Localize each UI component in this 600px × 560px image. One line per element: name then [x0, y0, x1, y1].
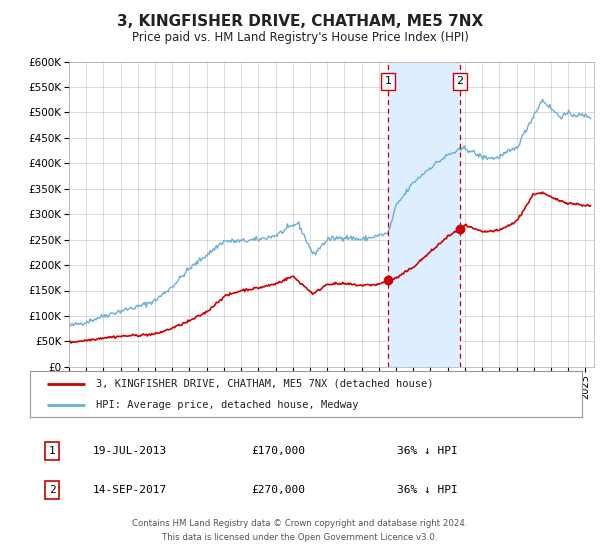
Text: This data is licensed under the Open Government Licence v3.0.: This data is licensed under the Open Gov… [163, 533, 437, 542]
Text: 2: 2 [457, 76, 463, 86]
Text: Contains HM Land Registry data © Crown copyright and database right 2024.: Contains HM Land Registry data © Crown c… [132, 519, 468, 528]
Text: HPI: Average price, detached house, Medway: HPI: Average price, detached house, Medw… [96, 400, 359, 410]
Text: 1: 1 [49, 446, 55, 456]
Text: 14-SEP-2017: 14-SEP-2017 [92, 485, 166, 495]
Text: Price paid vs. HM Land Registry's House Price Index (HPI): Price paid vs. HM Land Registry's House … [131, 31, 469, 44]
Text: 3, KINGFISHER DRIVE, CHATHAM, ME5 7NX (detached house): 3, KINGFISHER DRIVE, CHATHAM, ME5 7NX (d… [96, 379, 434, 389]
Text: 36% ↓ HPI: 36% ↓ HPI [397, 446, 458, 456]
Bar [388, 62, 460, 367]
Text: 19-JUL-2013: 19-JUL-2013 [92, 446, 166, 456]
Text: £170,000: £170,000 [251, 446, 305, 456]
Text: 3, KINGFISHER DRIVE, CHATHAM, ME5 7NX: 3, KINGFISHER DRIVE, CHATHAM, ME5 7NX [117, 14, 483, 29]
Text: 2: 2 [49, 485, 55, 495]
Text: £270,000: £270,000 [251, 485, 305, 495]
Text: 1: 1 [385, 76, 392, 86]
Text: 36% ↓ HPI: 36% ↓ HPI [397, 485, 458, 495]
